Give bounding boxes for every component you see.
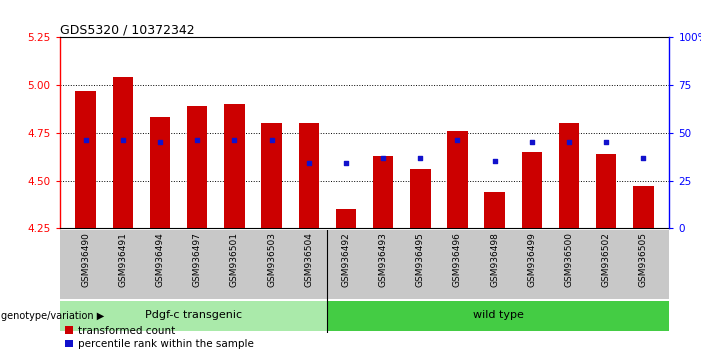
Text: genotype/variation ▶: genotype/variation ▶: [1, 311, 104, 321]
Text: GSM936491: GSM936491: [118, 232, 128, 287]
Text: GSM936502: GSM936502: [601, 232, 611, 287]
Legend: transformed count, percentile rank within the sample: transformed count, percentile rank withi…: [64, 326, 254, 349]
Text: GSM936499: GSM936499: [527, 232, 536, 287]
Text: GSM936497: GSM936497: [193, 232, 202, 287]
Bar: [76, 91, 96, 228]
Bar: [596, 154, 616, 228]
FancyBboxPatch shape: [327, 301, 669, 331]
Point: [229, 138, 240, 143]
Text: GSM936500: GSM936500: [564, 232, 573, 287]
Text: GSM936505: GSM936505: [639, 232, 648, 287]
Point: [154, 139, 165, 145]
Bar: [559, 123, 579, 228]
Text: wild type: wild type: [473, 310, 524, 320]
Text: GSM936496: GSM936496: [453, 232, 462, 287]
Text: GSM936503: GSM936503: [267, 232, 276, 287]
Bar: [447, 131, 468, 228]
Text: GSM936493: GSM936493: [379, 232, 388, 287]
Point: [564, 139, 575, 145]
Point: [601, 139, 612, 145]
Point: [638, 155, 649, 160]
Bar: [373, 156, 393, 228]
Point: [452, 138, 463, 143]
Text: GSM936492: GSM936492: [341, 232, 350, 287]
Point: [191, 138, 203, 143]
Bar: [336, 209, 356, 228]
Bar: [484, 192, 505, 228]
FancyBboxPatch shape: [60, 301, 327, 331]
Bar: [187, 106, 207, 228]
Point: [378, 155, 389, 160]
Point: [266, 138, 277, 143]
Point: [526, 139, 538, 145]
Bar: [633, 186, 653, 228]
Bar: [261, 123, 282, 228]
Point: [80, 138, 91, 143]
Text: GSM936504: GSM936504: [304, 232, 313, 287]
Point: [489, 159, 501, 164]
Point: [303, 160, 314, 166]
Text: GSM936494: GSM936494: [156, 232, 165, 287]
Bar: [224, 104, 245, 228]
Bar: [113, 77, 133, 228]
Bar: [522, 152, 542, 228]
Bar: [410, 169, 430, 228]
Text: Pdgf-c transgenic: Pdgf-c transgenic: [145, 310, 242, 320]
Text: GSM936498: GSM936498: [490, 232, 499, 287]
Point: [117, 138, 128, 143]
Point: [340, 160, 351, 166]
Text: GSM936495: GSM936495: [416, 232, 425, 287]
Point: [415, 155, 426, 160]
Text: GDS5320 / 10372342: GDS5320 / 10372342: [60, 23, 194, 36]
Bar: [299, 123, 319, 228]
Bar: [150, 118, 170, 228]
Text: GSM936501: GSM936501: [230, 232, 239, 287]
Text: GSM936490: GSM936490: [81, 232, 90, 287]
